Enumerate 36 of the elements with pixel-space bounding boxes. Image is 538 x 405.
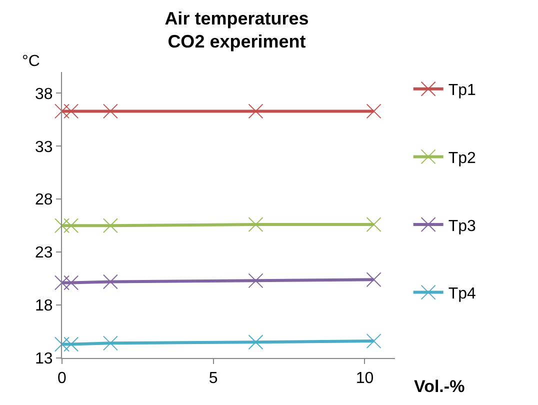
chart-title: Air temperatures CO2 experiment — [164, 8, 309, 52]
point — [64, 104, 79, 119]
point — [366, 217, 382, 232]
x-axis-title: Vol.-% — [414, 377, 465, 396]
y-tick-label: 13 — [35, 350, 53, 368]
point — [366, 272, 382, 288]
x-tick-label: 10 — [356, 370, 374, 388]
x-tick-label: 5 — [208, 370, 218, 388]
point — [102, 218, 118, 234]
point — [54, 336, 70, 352]
point — [248, 273, 264, 288]
point — [248, 334, 264, 350]
point — [102, 104, 118, 119]
legend-label: Tp1 — [448, 82, 476, 100]
point — [248, 104, 264, 119]
point — [102, 274, 118, 290]
y-tick-label: 38 — [35, 86, 53, 103]
point — [248, 217, 264, 232]
point — [366, 334, 382, 349]
y-tick-label: 23 — [35, 244, 53, 262]
point — [54, 104, 70, 119]
legend-label: Tp3 — [448, 218, 476, 235]
point — [366, 104, 382, 119]
point — [54, 218, 70, 234]
legend-label: Tp4 — [448, 286, 476, 303]
point — [54, 275, 70, 290]
legend-label: Tp2 — [448, 150, 476, 167]
point — [64, 275, 79, 290]
y-tick-label: 33 — [35, 138, 53, 156]
y-tick-label: 28 — [35, 192, 53, 209]
y-tick-label: 18 — [35, 298, 53, 315]
x-tick-label: 0 — [58, 370, 67, 388]
point — [64, 218, 79, 234]
y-axis-title: °C — [22, 53, 40, 70]
point — [102, 336, 118, 351]
point — [64, 336, 79, 352]
